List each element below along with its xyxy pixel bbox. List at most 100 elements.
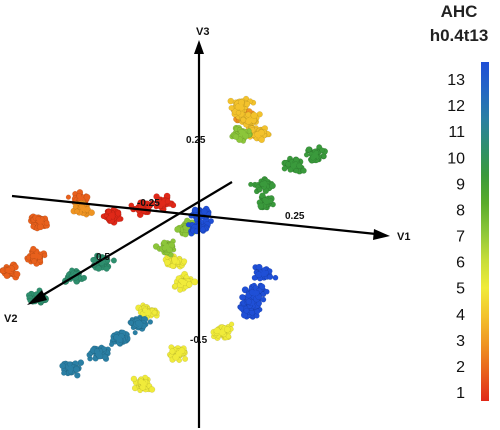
data-point xyxy=(148,386,156,393)
data-point xyxy=(115,210,122,217)
data-point xyxy=(3,272,11,280)
data-point xyxy=(267,273,274,280)
data-point-center xyxy=(33,253,40,259)
data-point xyxy=(245,298,253,305)
data-point xyxy=(255,271,263,279)
data-point xyxy=(13,270,21,278)
tick-extra: -0.25 xyxy=(137,198,160,209)
data-point xyxy=(305,146,312,153)
data-point xyxy=(225,333,232,340)
axis-v2-line xyxy=(37,181,233,299)
data-point xyxy=(177,286,183,293)
data-point-center xyxy=(67,365,74,372)
data-point xyxy=(174,225,182,233)
data-point xyxy=(164,198,171,205)
data-point xyxy=(191,278,199,286)
data-point xyxy=(235,110,242,116)
data-point xyxy=(65,194,72,200)
data-point xyxy=(296,162,303,169)
data-point xyxy=(248,181,254,188)
data-point-center xyxy=(312,152,318,159)
data-point-center xyxy=(145,309,151,316)
data-point xyxy=(240,116,247,123)
legend: AHC h0.4t13 13 12 11 10 9 8 7 6 5 4 3 2 1 xyxy=(430,2,489,402)
data-point-center xyxy=(163,244,170,250)
data-point xyxy=(149,200,155,207)
data-point xyxy=(258,283,266,290)
data-point xyxy=(31,258,38,265)
data-point xyxy=(228,105,235,111)
data-point-center xyxy=(136,320,143,327)
tick-v2: 0.5 xyxy=(96,252,110,263)
data-point-center xyxy=(172,257,178,264)
legend-label: 10 xyxy=(447,150,465,167)
data-point xyxy=(61,370,67,376)
axes xyxy=(11,40,390,428)
data-point xyxy=(43,219,50,226)
data-point xyxy=(260,296,267,303)
legend-title-line2: h0.4t13 xyxy=(430,26,489,45)
data-point xyxy=(321,153,327,159)
axis-v2-arrowhead xyxy=(27,290,47,305)
data-point-center xyxy=(37,218,43,225)
data-point-center xyxy=(246,117,252,124)
data-point xyxy=(83,193,91,201)
data-point-center xyxy=(109,212,115,219)
data-point xyxy=(185,222,192,228)
data-point xyxy=(163,259,171,266)
data-point xyxy=(181,258,188,265)
data-point-center xyxy=(116,336,122,342)
data-point xyxy=(74,372,81,379)
data-point xyxy=(300,167,307,174)
legend-labels: 13 12 11 10 9 8 7 6 5 4 3 2 1 xyxy=(447,72,465,402)
data-point xyxy=(243,307,250,314)
data-point xyxy=(228,321,235,327)
axis-v3-arrowhead xyxy=(194,40,204,54)
data-point xyxy=(257,186,263,193)
data-point xyxy=(281,165,288,172)
data-point xyxy=(147,319,154,325)
data-point xyxy=(244,100,251,108)
tick-v1: 0.25 xyxy=(285,211,305,222)
data-point xyxy=(95,265,102,272)
data-point xyxy=(132,330,138,336)
data-point xyxy=(67,361,73,367)
data-point-center xyxy=(80,205,86,212)
data-point xyxy=(130,375,138,383)
tick-v3-bottom: -0.5 xyxy=(190,335,208,346)
legend-label: 8 xyxy=(456,202,465,219)
data-point-center xyxy=(219,329,225,336)
legend-label: 3 xyxy=(456,333,465,350)
data-point-center xyxy=(237,104,244,110)
data-point xyxy=(285,161,292,168)
axis-label-v3: V3 xyxy=(196,26,209,38)
data-point-center xyxy=(140,380,147,387)
data-point xyxy=(186,281,193,288)
data-point xyxy=(169,348,176,355)
data-point-center xyxy=(252,290,259,296)
data-point xyxy=(263,288,270,295)
data-point xyxy=(191,206,199,214)
data-point xyxy=(223,326,231,333)
data-point xyxy=(108,341,115,348)
data-point-center xyxy=(254,131,261,138)
data-point xyxy=(88,209,95,217)
legend-label: 4 xyxy=(456,307,465,324)
data-point-center xyxy=(5,267,12,274)
data-point xyxy=(272,274,279,281)
axis-v1-line xyxy=(11,194,377,236)
legend-label: 13 xyxy=(447,72,465,89)
data-point xyxy=(172,283,178,289)
data-point-center xyxy=(290,163,297,169)
data-point xyxy=(250,111,258,119)
data-point xyxy=(73,366,80,373)
legend-colorbar xyxy=(481,62,489,401)
legend-label: 11 xyxy=(448,124,465,141)
data-point xyxy=(104,257,111,264)
axis-v1-arrowhead xyxy=(373,229,390,240)
data-point xyxy=(72,203,79,210)
axis-label-v1: V1 xyxy=(397,231,410,243)
data-point xyxy=(137,199,143,206)
data-point-center xyxy=(176,350,182,357)
